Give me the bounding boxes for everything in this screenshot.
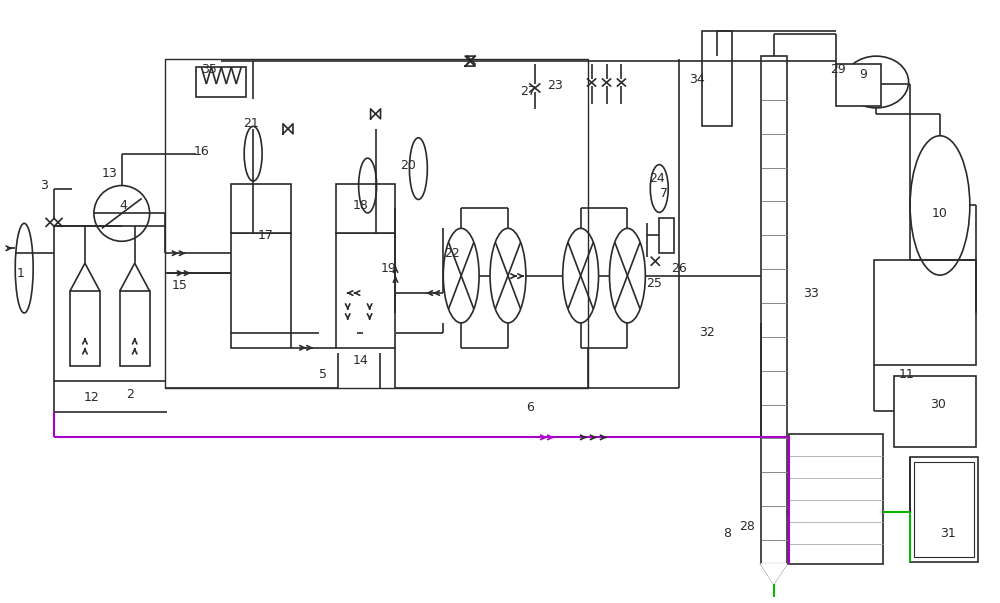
- Text: 26: 26: [671, 262, 687, 274]
- Bar: [231, 183, 291, 233]
- Text: 27: 27: [520, 86, 536, 98]
- Text: 5: 5: [319, 368, 327, 381]
- Bar: [910, 457, 978, 562]
- Bar: [894, 376, 976, 447]
- Text: 19: 19: [381, 262, 396, 274]
- Text: 29: 29: [831, 63, 846, 75]
- Text: 30: 30: [930, 398, 946, 411]
- Text: 4: 4: [120, 199, 128, 212]
- Bar: [54, 226, 166, 380]
- Text: 28: 28: [739, 520, 755, 534]
- Text: 35: 35: [201, 63, 217, 75]
- Text: 33: 33: [803, 286, 818, 300]
- Text: 31: 31: [940, 528, 956, 540]
- Bar: [196, 67, 246, 97]
- Bar: [836, 64, 881, 106]
- Text: 22: 22: [444, 247, 460, 260]
- Text: 32: 32: [699, 326, 715, 339]
- Text: 16: 16: [194, 145, 209, 158]
- Text: 3: 3: [40, 179, 48, 192]
- Bar: [165, 59, 588, 388]
- Text: 14: 14: [353, 354, 369, 367]
- Bar: [914, 463, 974, 557]
- Bar: [120, 291, 150, 365]
- Text: 20: 20: [400, 159, 416, 172]
- Text: 9: 9: [859, 68, 867, 81]
- Bar: [789, 434, 883, 564]
- Text: 7: 7: [660, 187, 668, 200]
- Text: 6: 6: [526, 401, 534, 414]
- Bar: [336, 183, 395, 233]
- Text: 12: 12: [84, 391, 100, 404]
- Text: 15: 15: [172, 279, 187, 292]
- Text: 13: 13: [102, 167, 118, 180]
- Bar: [361, 313, 398, 353]
- Text: 2: 2: [126, 388, 134, 401]
- Text: 17: 17: [258, 229, 274, 242]
- Bar: [702, 31, 732, 126]
- Bar: [231, 233, 291, 348]
- Polygon shape: [761, 564, 787, 584]
- Text: 1: 1: [16, 267, 24, 280]
- Text: 10: 10: [932, 207, 948, 220]
- Text: 24: 24: [649, 172, 665, 185]
- Text: 11: 11: [898, 368, 914, 381]
- Bar: [659, 218, 674, 253]
- Bar: [70, 291, 100, 365]
- Text: 34: 34: [689, 72, 705, 86]
- Text: 23: 23: [547, 80, 563, 92]
- Text: 21: 21: [243, 118, 259, 130]
- Text: 18: 18: [353, 199, 369, 212]
- Text: 8: 8: [723, 528, 731, 540]
- Text: 25: 25: [646, 277, 662, 289]
- Bar: [336, 233, 395, 348]
- Bar: [319, 313, 357, 353]
- Bar: [874, 260, 976, 365]
- Bar: [761, 56, 787, 564]
